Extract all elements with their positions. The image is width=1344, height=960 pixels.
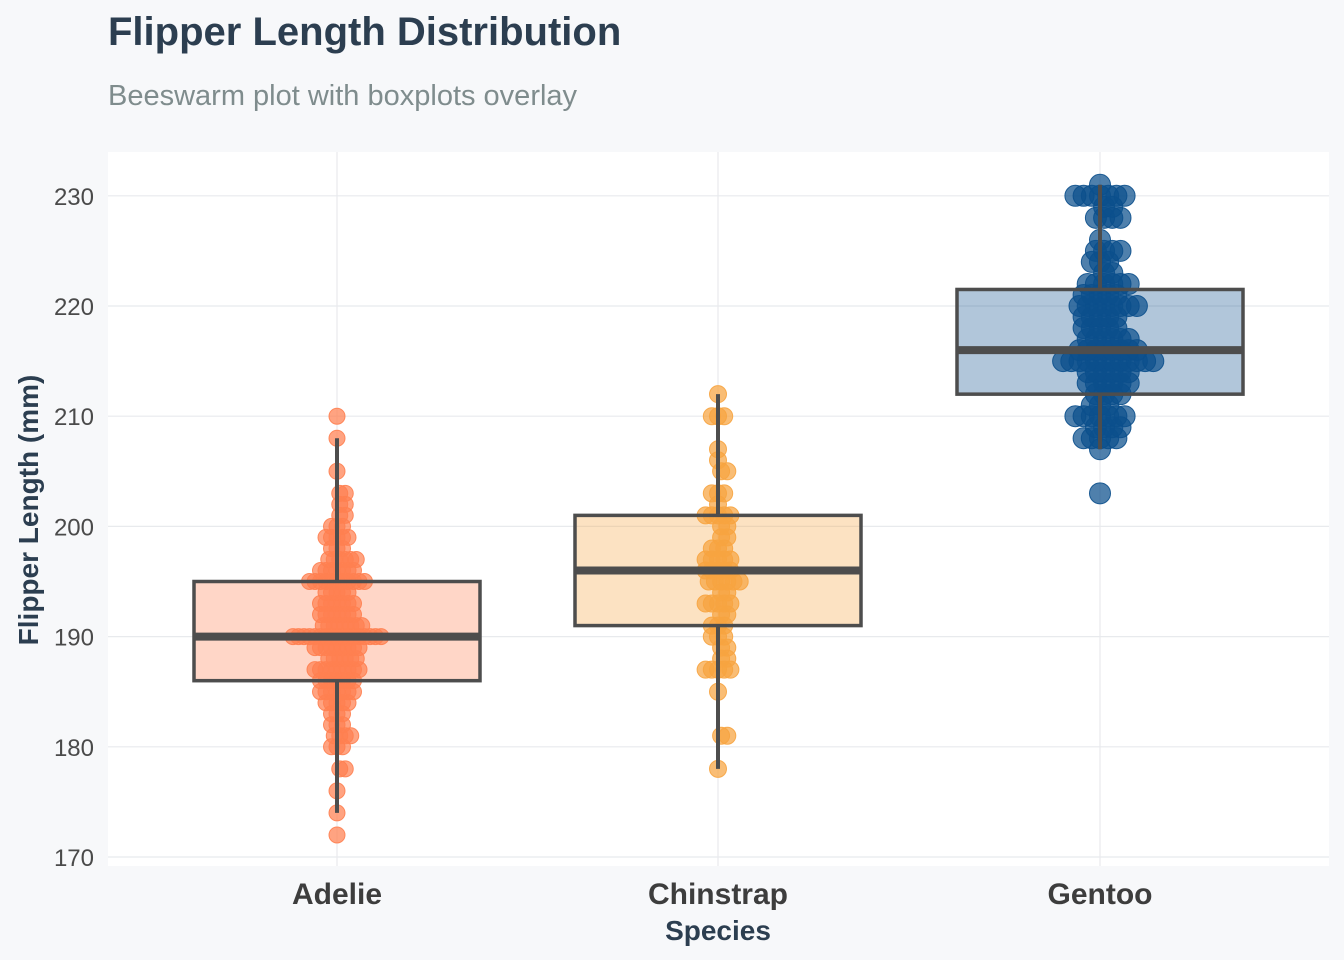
y-axis-ticks: 170 180 190 200 210 220 230 — [54, 184, 94, 872]
y-tick-label: 190 — [54, 625, 94, 652]
data-point — [1125, 295, 1148, 317]
box-outline — [192, 579, 482, 683]
x-axis-title: Species — [665, 915, 771, 946]
data-point — [1113, 405, 1136, 428]
y-tick-label: 210 — [54, 404, 94, 431]
data-point — [336, 760, 354, 778]
data-point — [1109, 239, 1132, 262]
chart-title: Flipper Length Distribution — [108, 10, 622, 54]
y-tick-label: 200 — [54, 514, 94, 541]
y-tick-label: 220 — [54, 294, 94, 321]
y-tick-label: 170 — [54, 845, 94, 872]
data-point — [306, 661, 324, 679]
box-outline — [955, 287, 1245, 396]
chart-subtitle: Beeswarm plot with boxplots overlay — [108, 80, 578, 112]
data-point — [1064, 405, 1087, 428]
y-axis-title: Flipper Length (mm) — [13, 375, 44, 646]
data-point — [328, 407, 346, 425]
x-tick-label: Adelie — [292, 878, 382, 911]
data-point — [1064, 184, 1087, 207]
data-point — [336, 484, 354, 502]
data-point — [1113, 184, 1136, 207]
data-point — [696, 594, 715, 613]
x-tick-label: Gentoo — [1048, 878, 1153, 911]
y-tick-label: 180 — [54, 735, 94, 762]
data-point — [718, 726, 737, 745]
box-outlines — [192, 184, 1245, 813]
data-point — [1089, 482, 1111, 505]
data-point — [328, 826, 346, 844]
y-tick-label: 230 — [54, 184, 94, 211]
x-tick-label: Chinstrap — [648, 878, 788, 911]
data-point — [696, 660, 715, 679]
x-axis-ticks: Adelie Chinstrap Gentoo — [292, 878, 1153, 911]
data-point — [347, 550, 365, 568]
